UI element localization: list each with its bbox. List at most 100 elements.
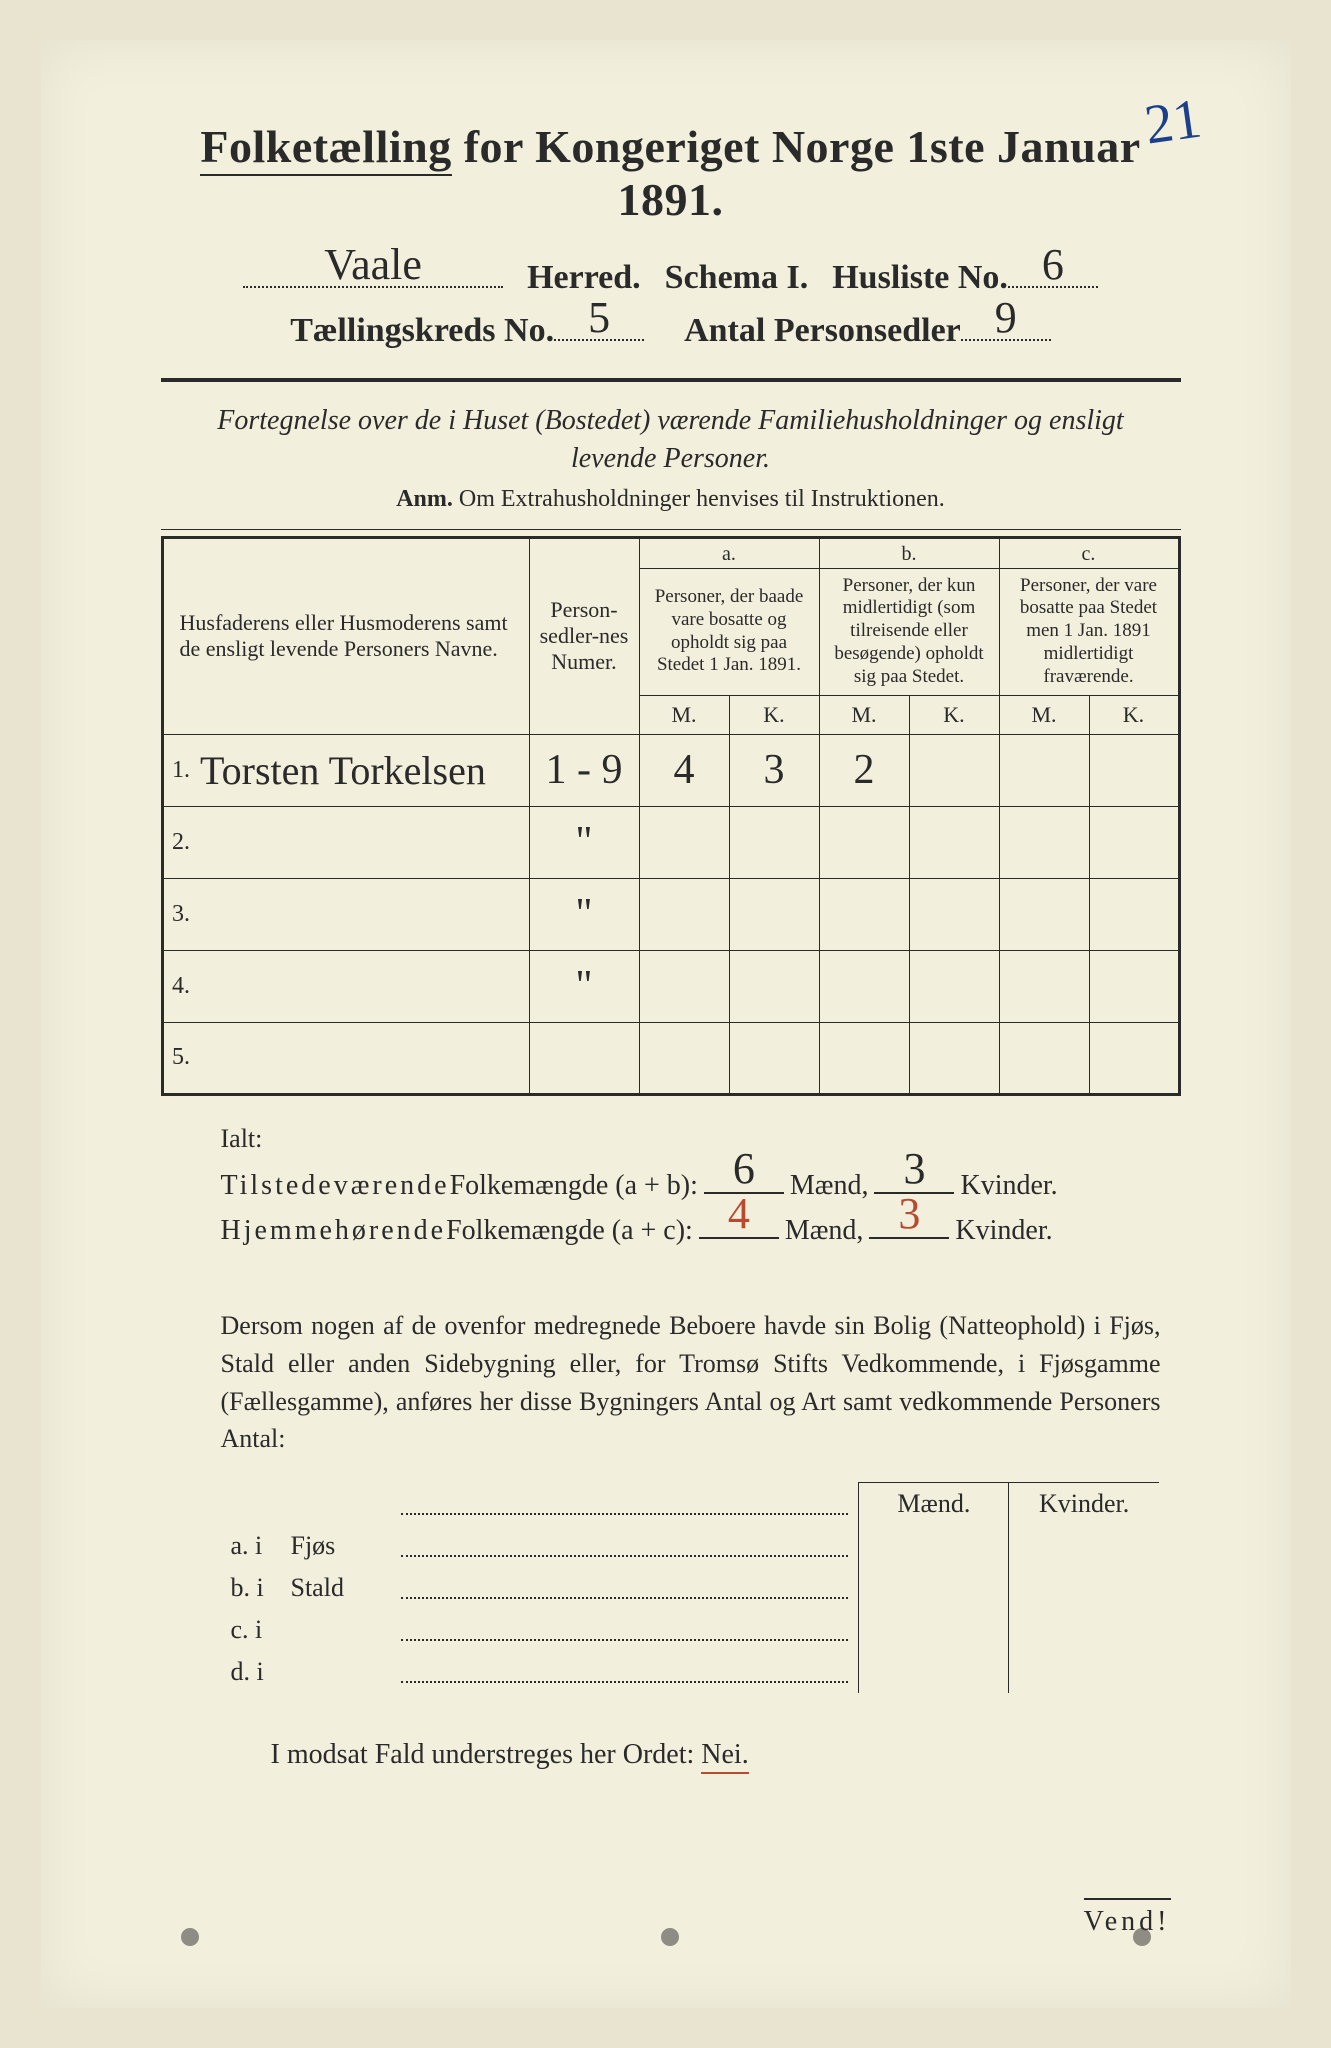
cell <box>999 878 1089 950</box>
sum-label-rest: Folkemængde (a + b): <box>450 1170 698 1202</box>
cell <box>639 950 729 1022</box>
col-b-m: M. <box>819 695 909 734</box>
cell <box>639 878 729 950</box>
cell <box>729 878 819 950</box>
cell <box>999 1022 1089 1094</box>
row-word <box>281 1651 401 1693</box>
cell-k <box>1009 1651 1159 1693</box>
punch-hole-icon <box>661 1928 679 1946</box>
cell <box>1089 950 1179 1022</box>
punch-hole-icon <box>181 1928 199 1946</box>
antal-field: 9 <box>961 307 1051 341</box>
cell-m <box>859 1609 1009 1651</box>
col-header-c: c. <box>999 537 1179 568</box>
cell <box>1089 1022 1179 1094</box>
sum-m-value: 6 <box>733 1143 755 1194</box>
sum-k-value: 3 <box>898 1188 920 1239</box>
sum-m-value: 4 <box>728 1188 750 1239</box>
row-name: Torsten Torkelsen <box>196 734 529 806</box>
cell-k <box>1009 1525 1159 1567</box>
sum-present: Tilstedeværende Folkemængde (a + b): 6 M… <box>221 1164 1181 1203</box>
cell <box>819 950 909 1022</box>
husliste-field: 6 <box>1008 254 1098 288</box>
sum-resident: Hjemmehørende Folkemængde (a + c): 4 Mæn… <box>221 1208 1181 1247</box>
cell <box>909 878 999 950</box>
ialt-label: Ialt: <box>221 1124 1181 1154</box>
census-form-page: 21 Folketælling for Kongeriget Norge 1st… <box>41 40 1291 2008</box>
col-m: Mænd. <box>859 1482 1009 1525</box>
col-desc-a: Personer, der baade vare bosatte og opho… <box>639 568 819 695</box>
cell <box>729 1022 819 1094</box>
cell <box>639 1022 729 1094</box>
col-b-k: K. <box>909 695 999 734</box>
cell-m <box>859 1651 1009 1693</box>
blank <box>401 1482 859 1525</box>
cell <box>729 950 819 1022</box>
sum-label-sp: Hjemmehørende <box>221 1215 447 1247</box>
turn-over: Vend! <box>1084 1898 1171 1938</box>
cell-m <box>859 1525 1009 1567</box>
side-building-paragraph: Dersom nogen af de ovenfor medregnede Be… <box>221 1307 1161 1458</box>
nei-word: Nei. <box>701 1739 748 1774</box>
row-dots <box>401 1525 859 1567</box>
row-pre: c. i <box>221 1609 281 1651</box>
cell <box>819 878 909 950</box>
col-c-m: M. <box>999 695 1089 734</box>
cell-aK: 3 <box>729 734 819 806</box>
nei-line: I modsat Fald understreges her Ordet: Ne… <box>271 1739 1181 1771</box>
kreds-label: Tællingskreds No. <box>290 312 554 350</box>
cell <box>909 1022 999 1094</box>
nei-text: I modsat Fald understreges her Ordet: <box>271 1739 702 1770</box>
kreds-value: 5 <box>588 292 610 343</box>
row-name <box>196 806 529 878</box>
row-dots <box>401 1609 859 1651</box>
schema-label: Schema I. <box>665 259 809 297</box>
row-name <box>196 878 529 950</box>
row-dots <box>401 1651 859 1693</box>
cell <box>999 806 1089 878</box>
divider <box>161 378 1181 382</box>
blank <box>221 1482 281 1525</box>
herred-line: Vaale Herred. Schema I. Husliste No. 6 <box>161 254 1181 297</box>
col-header-number: Person-sedler-nes Numer. <box>529 537 639 734</box>
cell-cK <box>1089 734 1179 806</box>
anm-label: Anm. <box>396 486 453 512</box>
households-table: Husfaderens eller Husmoderens samt de en… <box>161 536 1181 1096</box>
sum-label-rest: Folkemængde (a + c): <box>446 1215 693 1247</box>
row-index: 5. <box>162 1022 196 1094</box>
cell <box>729 806 819 878</box>
form-title: Folketælling for Kongeriget Norge 1ste J… <box>161 120 1181 226</box>
antal-value: 9 <box>995 292 1017 343</box>
cell-bK <box>909 734 999 806</box>
sum-label-sp: Tilstedeværende <box>221 1170 450 1202</box>
cell-aM: 4 <box>639 734 729 806</box>
husliste-label: Husliste No. <box>832 259 1008 297</box>
cell <box>909 950 999 1022</box>
col-desc-b: Personer, der kun midlertidigt (som tilr… <box>819 568 999 695</box>
row-word: Stald <box>281 1567 401 1609</box>
cell-k <box>1009 1567 1159 1609</box>
cell-cM <box>999 734 1089 806</box>
row-num: " <box>529 878 639 950</box>
col-header-name: Husfaderens eller Husmoderens samt de en… <box>162 537 529 734</box>
cell <box>639 806 729 878</box>
cell <box>819 806 909 878</box>
blank <box>281 1482 401 1525</box>
row-index: 2. <box>162 806 196 878</box>
page-annotation: 21 <box>1140 86 1204 157</box>
row-name <box>196 1022 529 1094</box>
row-pre: d. i <box>221 1651 281 1693</box>
herred-value: Vaale <box>324 239 422 290</box>
cell-bM: 2 <box>819 734 909 806</box>
col-k: Kvinder. <box>1009 1482 1159 1525</box>
sum-m-field: 4 <box>699 1208 779 1239</box>
row-dots <box>401 1567 859 1609</box>
col-header-a: a. <box>639 537 819 568</box>
herred-label: Herred. <box>527 259 641 297</box>
divider-thin <box>161 529 1181 530</box>
col-a-m: M. <box>639 695 729 734</box>
kreds-line: Tællingskreds No. 5 Antal Personsedler 9 <box>161 307 1181 350</box>
antal-label: Antal Personsedler <box>684 312 961 350</box>
anm-text: Om Extrahusholdninger henvises til Instr… <box>459 486 945 512</box>
sum-m-label: Mænd, <box>790 1170 869 1202</box>
